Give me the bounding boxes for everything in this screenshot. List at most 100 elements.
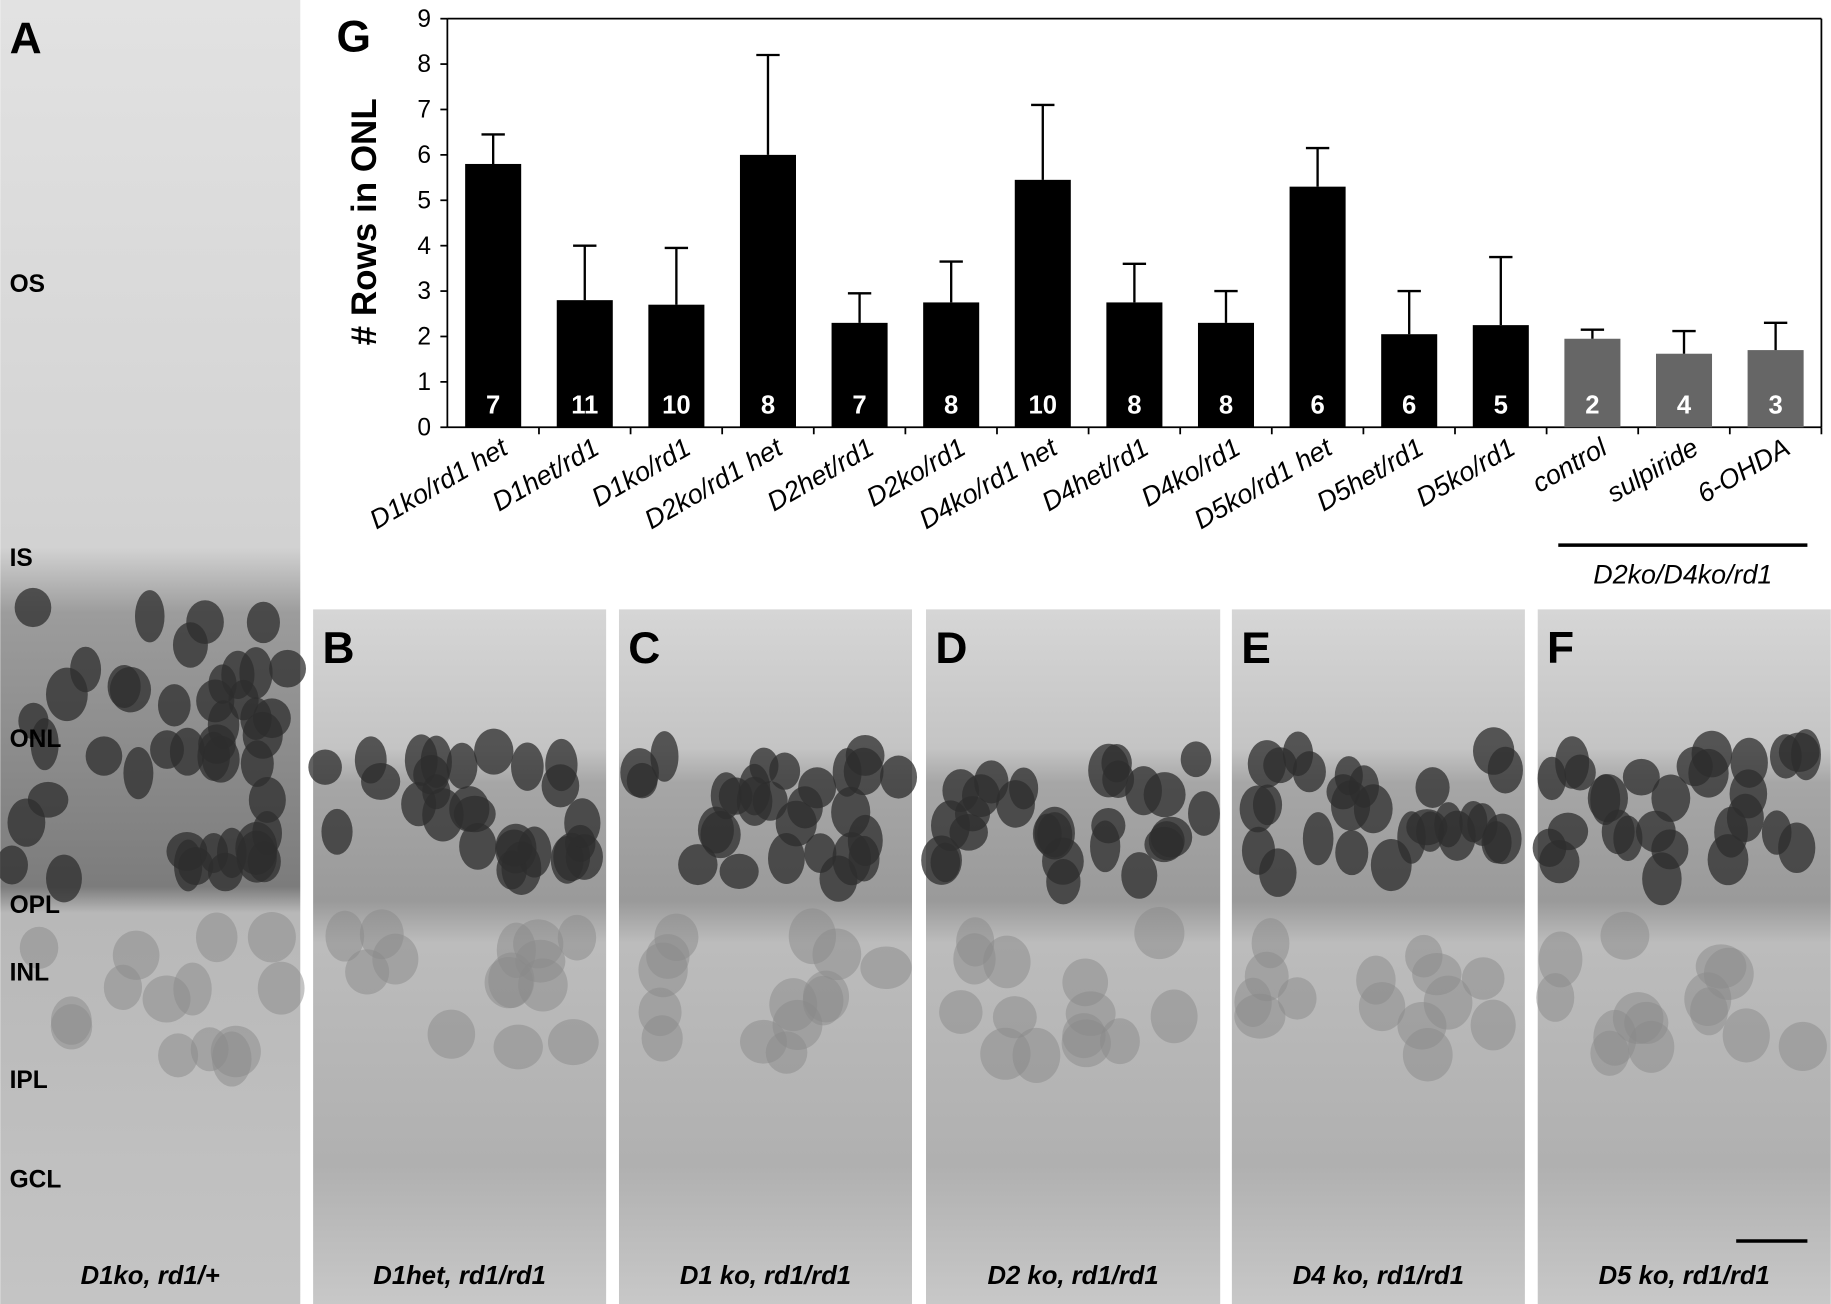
error-bar (573, 244, 597, 301)
nucleus (169, 727, 205, 776)
inner-cell (1461, 957, 1505, 1000)
micrograph-panel: F D5 ko, rd1/rd1 (1532, 609, 1831, 1304)
bar (1381, 334, 1438, 428)
nucleus (769, 752, 801, 790)
nucleus (248, 777, 286, 823)
x-tick-label: 6-OHDA (1692, 432, 1795, 509)
nucleus (700, 811, 741, 859)
nucleus (240, 697, 272, 740)
error-bar (1031, 103, 1055, 180)
nucleus (196, 679, 235, 723)
micrograph-panel: C D1 ko, rd1/rd1 (618, 609, 918, 1304)
nucleus (1335, 830, 1369, 876)
inner-cell (173, 962, 212, 1016)
nucleus (1259, 848, 1297, 897)
nucleus (85, 736, 123, 776)
nucleus (1761, 810, 1792, 855)
inner-cell (860, 946, 912, 990)
n-label: 4 (1677, 391, 1692, 419)
bar (739, 154, 796, 428)
inner-cell (1412, 952, 1462, 996)
nucleus (954, 796, 991, 832)
y-tick-label: 4 (417, 233, 431, 260)
n-label: 10 (662, 391, 691, 419)
nucleus (678, 844, 718, 886)
y-tick-label: 5 (417, 187, 431, 214)
y-tick-label: 0 (417, 414, 431, 441)
x-tick-label: sulpiride (1602, 432, 1704, 508)
nucleus (1622, 758, 1660, 796)
nucleus (718, 777, 753, 815)
bar (1014, 179, 1071, 428)
y-tick-label: 2 (417, 324, 431, 351)
nucleus (321, 808, 353, 855)
error-bar (1122, 262, 1147, 303)
inner-cell (247, 911, 296, 963)
error-bar (1763, 321, 1788, 351)
nucleus (1487, 746, 1523, 794)
layer-label: OPL (10, 892, 60, 919)
inner-cell (212, 1031, 252, 1087)
panel-caption: D5 ko, rd1/rd1 (1599, 1262, 1770, 1290)
layer-label: ONL (10, 726, 62, 753)
inner-cell (992, 996, 1037, 1039)
n-label: 5 (1494, 391, 1508, 419)
inner-cell (939, 990, 983, 1034)
panel-letter: D (935, 624, 967, 673)
inner-cell (1612, 992, 1664, 1045)
panel-letter: B (322, 624, 354, 673)
n-label: 10 (1029, 391, 1058, 419)
nucleus (413, 754, 450, 795)
error-bar (481, 133, 505, 164)
nucleus (1247, 740, 1286, 788)
n-label: 8 (1127, 391, 1141, 419)
inner-cell (1722, 1008, 1770, 1063)
y-tick-label: 3 (417, 278, 431, 305)
nucleus (921, 835, 962, 885)
nucleus (752, 781, 788, 821)
nucleus (1483, 813, 1522, 865)
inner-cell (557, 914, 597, 961)
bar (1747, 350, 1804, 428)
nucleus (361, 762, 401, 800)
nucleus (235, 821, 278, 875)
n-label: 7 (486, 391, 500, 419)
inner-cell (345, 949, 390, 995)
nucleus (107, 665, 141, 708)
n-label: 3 (1768, 391, 1782, 419)
nucleus (1707, 834, 1749, 886)
nucleus (831, 786, 871, 838)
nucleus (474, 728, 514, 775)
inner-cell (50, 996, 92, 1045)
nucleus (1406, 809, 1448, 846)
nucleus (1032, 813, 1062, 855)
bar (831, 322, 888, 428)
micrograph-panel: B D1het, rd1/rd1 (308, 609, 607, 1304)
nucleus (1282, 731, 1314, 777)
bar (465, 163, 522, 428)
inner-cell (1234, 993, 1286, 1039)
nucleus (1101, 743, 1132, 783)
nucleus (157, 684, 191, 727)
panel-caption: D2 ko, rd1/rd1 (987, 1262, 1158, 1290)
bar (1472, 325, 1529, 428)
inner-cell (1277, 977, 1317, 1020)
x-tick-label: D5ko/rd1 (1411, 432, 1520, 512)
panel-caption: D1 ko, rd1/rd1 (680, 1262, 851, 1290)
error-bar (939, 260, 963, 303)
inner-cell (1402, 1027, 1453, 1082)
bar (648, 304, 705, 428)
bar (1197, 322, 1255, 428)
inner-cell (427, 1009, 476, 1059)
n-label: 8 (944, 391, 958, 419)
layer-label: IPL (10, 1067, 48, 1094)
n-label: 6 (1402, 391, 1416, 419)
error-bar (1672, 329, 1696, 354)
inner-cell (641, 1015, 683, 1062)
inner-cell (803, 970, 850, 1023)
micrograph-panel: E D4 ko, rd1/rd1 (1231, 609, 1525, 1304)
inner-cell (158, 1033, 199, 1078)
nucleus (1348, 765, 1379, 808)
nucleus (848, 835, 880, 882)
